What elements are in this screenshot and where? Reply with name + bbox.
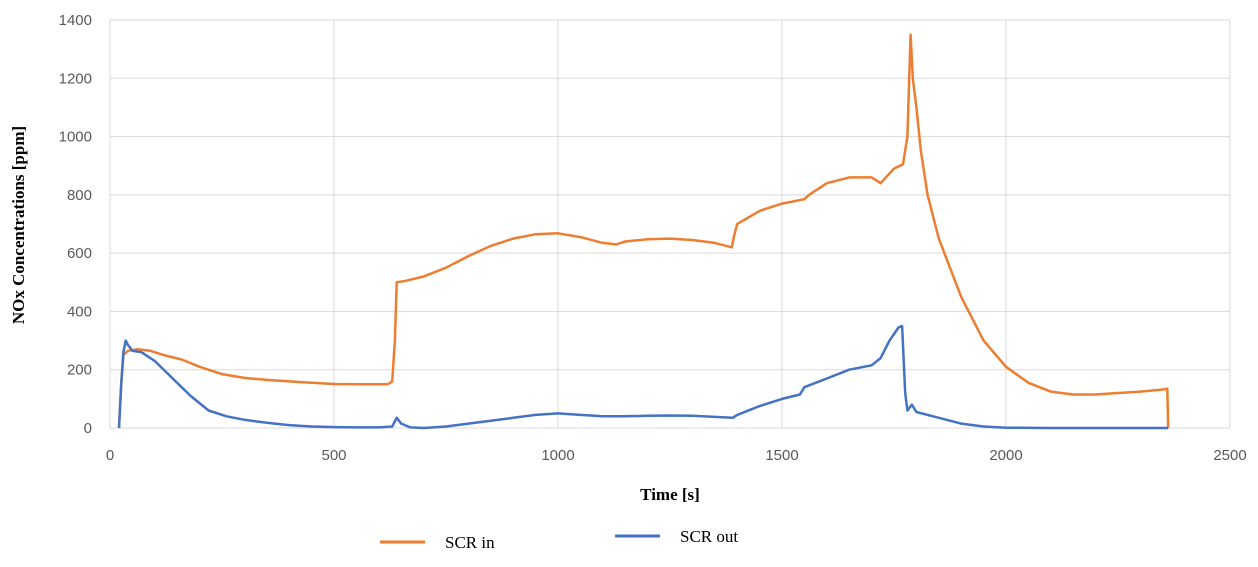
y-tick-label: 1200 xyxy=(59,70,92,87)
y-tick-label: 0 xyxy=(84,420,92,437)
grid xyxy=(109,19,1231,429)
series-lines xyxy=(117,33,1170,430)
y-tick-label: 800 xyxy=(67,187,92,204)
x-axis-title: Time [s] xyxy=(640,485,700,504)
series-line-scr-out xyxy=(117,324,1169,430)
legend: SCR in SCR out xyxy=(380,527,738,552)
x-tick-label: 500 xyxy=(321,447,346,464)
legend-label: SCR out xyxy=(680,527,738,546)
x-tick-label: 0 xyxy=(106,447,114,464)
y-tick-label: 400 xyxy=(67,303,92,320)
y-tick-label: 1000 xyxy=(59,129,92,146)
x-tick-label: 2500 xyxy=(1213,447,1246,464)
y-tick-label: 600 xyxy=(67,245,92,262)
tick-labels: 0 200 400 600 800 1000 1200 1400 0 500 1000 1500 200… xyxy=(59,12,1247,464)
x-tick-label: 2000 xyxy=(989,447,1022,464)
y-axis-title: NOx Concentrations [ppm] xyxy=(9,126,28,324)
y-tick-label: 200 xyxy=(67,362,92,379)
series-line-scr-in xyxy=(117,33,1170,429)
y-tick-label: 1400 xyxy=(59,12,92,29)
x-tick-label: 1500 xyxy=(765,447,798,464)
legend-label: SCR in xyxy=(445,533,495,552)
x-tick-label: 1000 xyxy=(541,447,574,464)
